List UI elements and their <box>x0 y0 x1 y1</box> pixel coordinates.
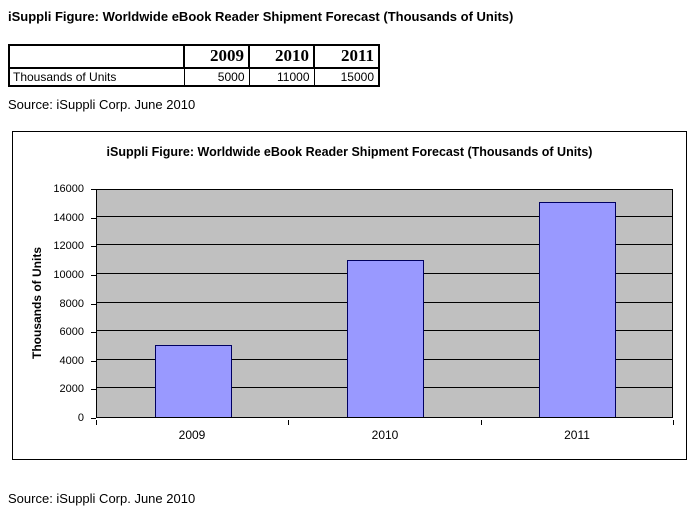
y-tick-label: 12000 <box>53 240 84 252</box>
chart-container: iSuppli Figure: Worldwide eBook Reader S… <box>12 131 687 460</box>
y-tick <box>91 246 96 247</box>
y-tick <box>91 361 96 362</box>
table-cell-2010: 11000 <box>248 67 315 87</box>
table-header-blank <box>8 44 185 69</box>
table-cell-2009: 5000 <box>183 67 250 87</box>
y-tick-label: 2000 <box>59 383 84 395</box>
x-tick-label: 2010 <box>371 428 399 442</box>
y-tick <box>91 189 96 190</box>
y-gridline <box>97 244 672 246</box>
x-tick <box>481 420 482 425</box>
y-tick-label: 6000 <box>59 326 84 338</box>
table-header-2009: 2009 <box>183 44 250 69</box>
y-tick-label: 14000 <box>53 212 84 224</box>
source-text-bottom: Source: iSuppli Corp. June 2010 <box>8 491 196 506</box>
table-cell-2011: 15000 <box>313 67 380 87</box>
x-tick <box>288 420 289 425</box>
x-tick-label: 2009 <box>178 428 206 442</box>
y-gridline <box>97 215 672 217</box>
x-tick-label: 2011 <box>564 428 590 442</box>
y-tick <box>91 304 96 305</box>
table-row: Thousands of Units 5000 11000 15000 <box>8 67 380 87</box>
bar-2010 <box>347 260 424 417</box>
x-tick <box>96 420 97 425</box>
page-title: iSuppli Figure: Worldwide eBook Reader S… <box>8 9 514 24</box>
y-tick-label: 10000 <box>53 269 84 281</box>
y-tick-label: 16000 <box>53 183 84 195</box>
bar-2011 <box>539 202 616 417</box>
table-row-label: Thousands of Units <box>8 67 185 87</box>
y-tick-label: 4000 <box>59 355 84 367</box>
y-tick <box>91 218 96 219</box>
plot-area <box>96 189 673 418</box>
y-tick-label: 8000 <box>59 298 84 310</box>
y-tick <box>91 332 96 333</box>
y-tick-label: 0 <box>77 412 84 424</box>
table-header-2010: 2010 <box>248 44 315 69</box>
chart-title: iSuppli Figure: Worldwide eBook Reader S… <box>106 145 593 159</box>
table-header-row: 2009 2010 2011 <box>8 44 380 69</box>
x-tick <box>673 420 674 425</box>
y-tick <box>91 389 96 390</box>
y-tick <box>91 418 96 419</box>
table-header-2011: 2011 <box>313 44 380 69</box>
forecast-table: 2009 2010 2011 Thousands of Units 5000 1… <box>8 44 380 87</box>
source-text-top: Source: iSuppli Corp. June 2010 <box>8 97 196 112</box>
y-tick <box>91 275 96 276</box>
bar-2009 <box>155 345 232 417</box>
